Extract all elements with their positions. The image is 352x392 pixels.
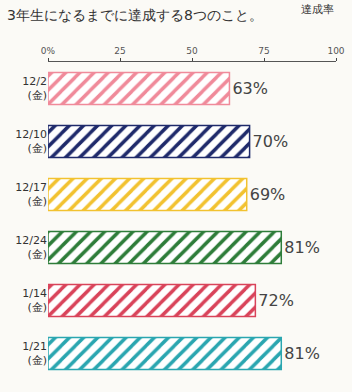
svg-text:72%: 72% — [258, 291, 294, 310]
svg-text:50: 50 — [186, 46, 198, 56]
svg-text:81%: 81% — [284, 238, 320, 257]
svg-text:1/14(金): 1/14(金) — [22, 287, 47, 314]
svg-text:81%: 81% — [284, 344, 320, 363]
svg-text:12/2(金): 12/2(金) — [22, 75, 47, 102]
svg-text:70%: 70% — [253, 132, 289, 151]
svg-text:1/21(金): 1/21(金) — [22, 340, 47, 367]
svg-text:0%: 0% — [41, 46, 56, 56]
svg-text:達成率: 達成率 — [301, 3, 334, 16]
svg-text:12/24(金): 12/24(金) — [15, 234, 47, 261]
svg-text:69%: 69% — [250, 185, 286, 204]
svg-text:100: 100 — [327, 46, 344, 56]
svg-text:25: 25 — [114, 46, 125, 56]
svg-text:12/17(金): 12/17(金) — [15, 181, 47, 208]
svg-text:75: 75 — [258, 46, 269, 56]
svg-text:63%: 63% — [232, 79, 268, 98]
svg-text:12/10(金): 12/10(金) — [15, 128, 47, 155]
svg-text:3年生になるまでに達成する8つのこと。: 3年生になるまでに達成する8つのこと。 — [7, 7, 263, 23]
